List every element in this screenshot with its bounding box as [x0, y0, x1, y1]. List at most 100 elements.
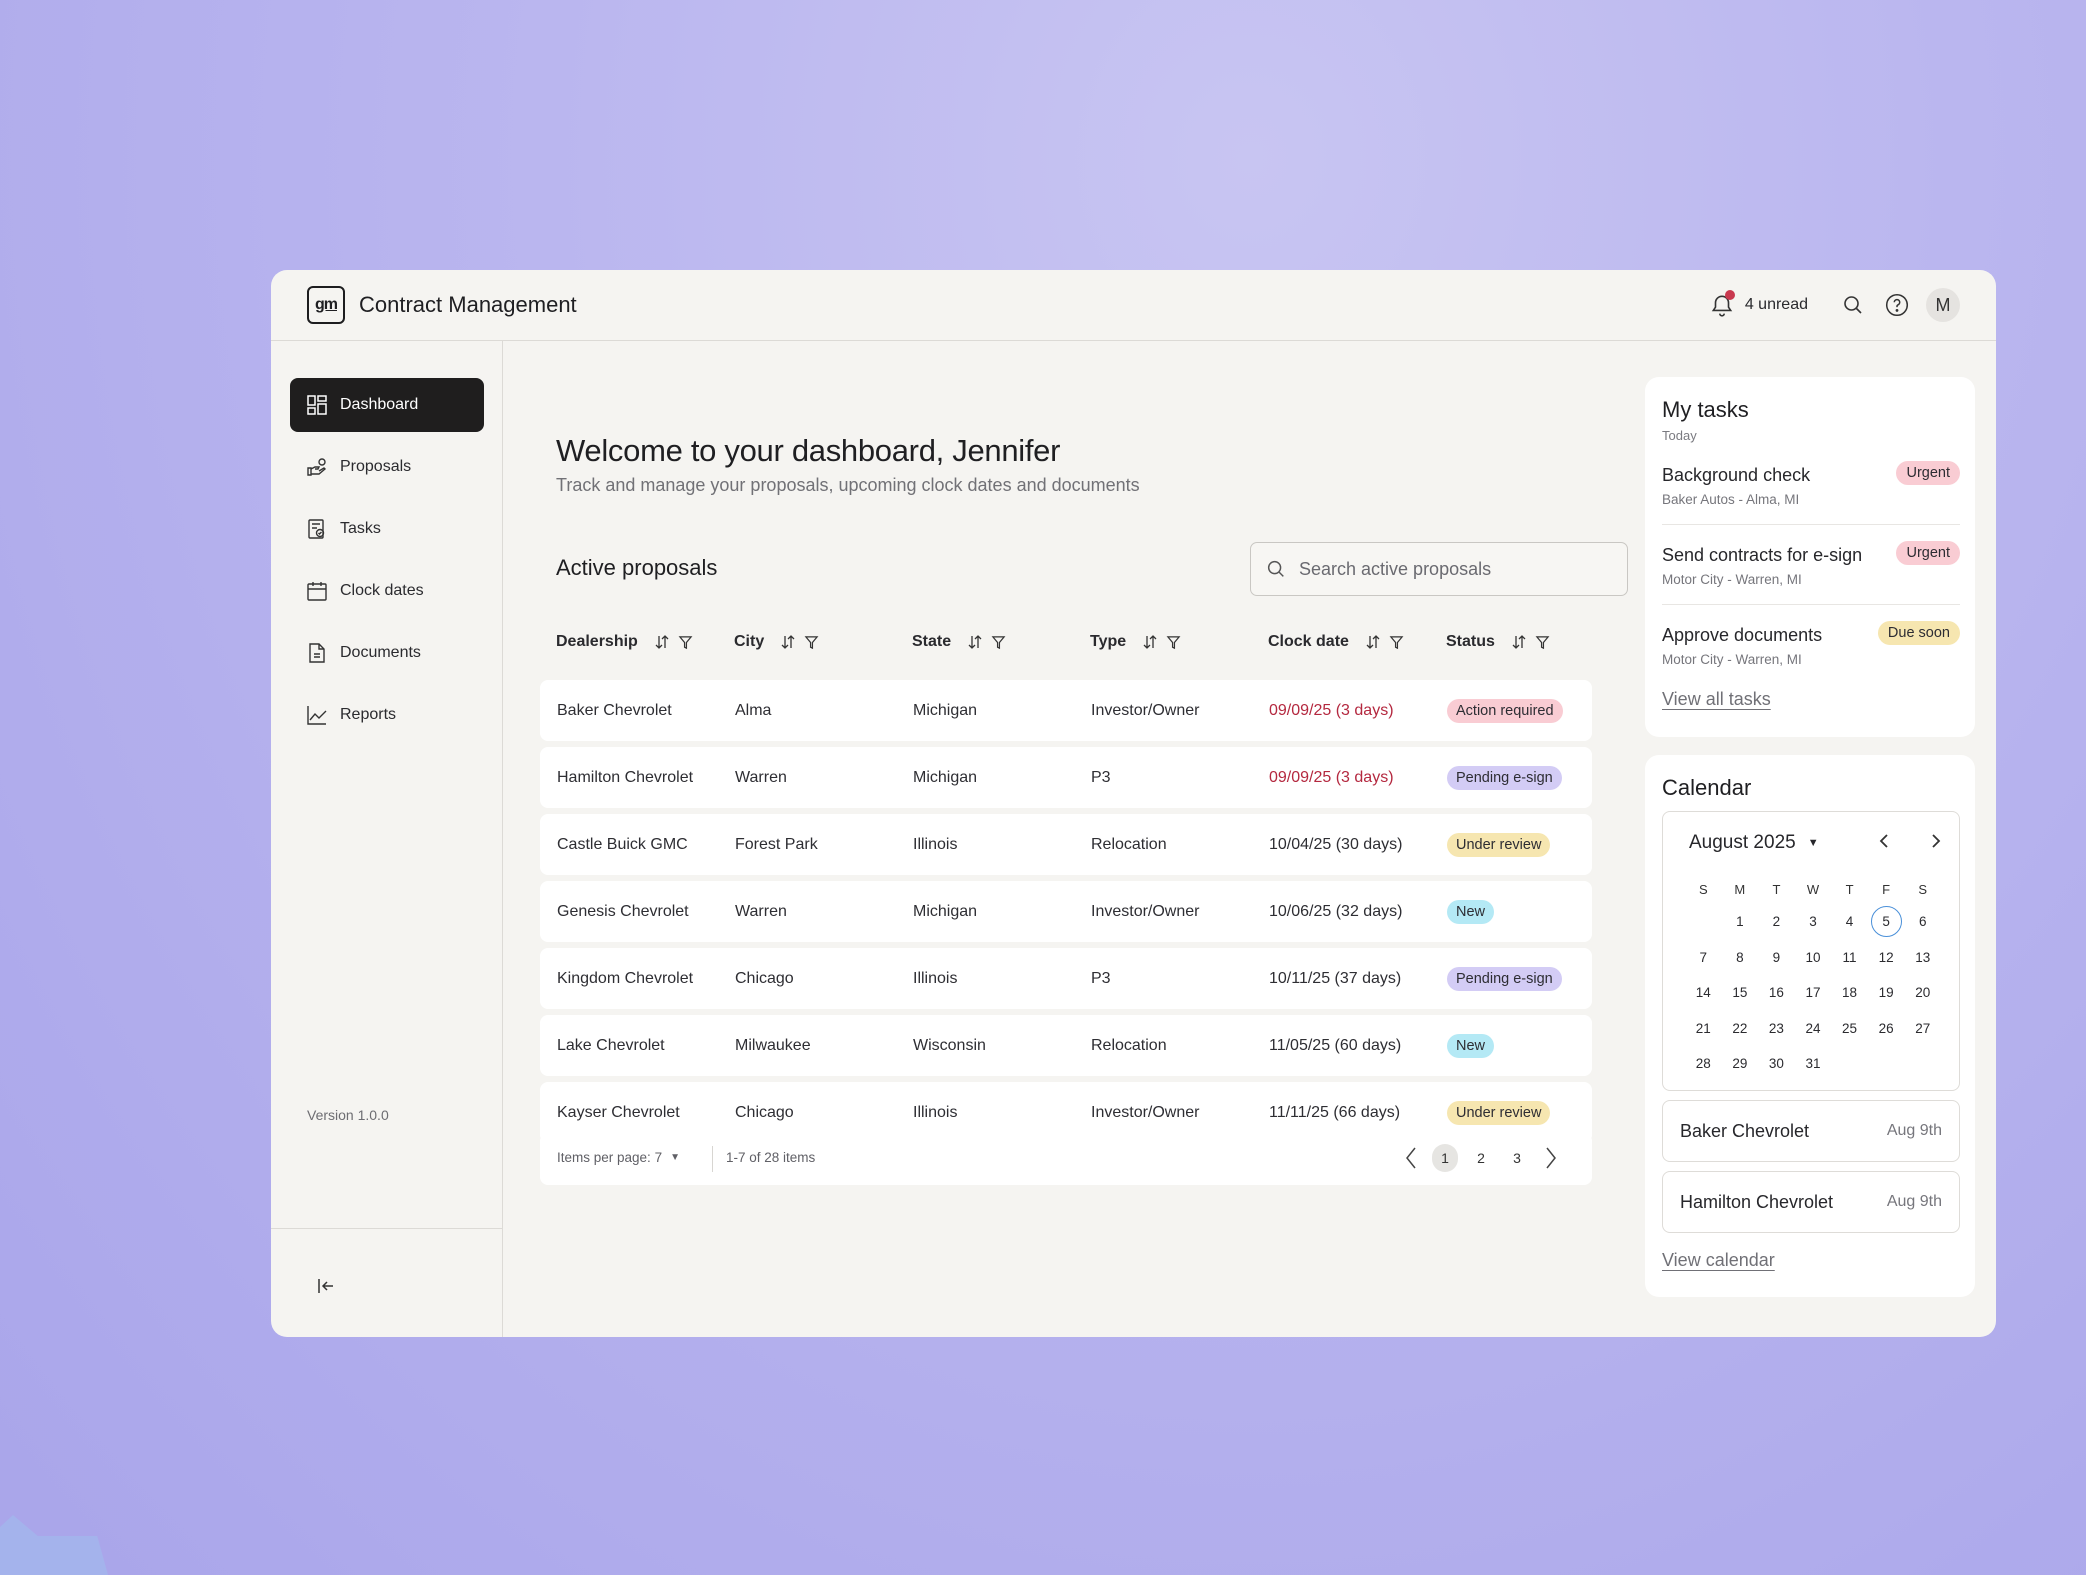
task-item[interactable]: Background check Baker Autos - Alma, MI …: [1662, 461, 1960, 507]
table-row[interactable]: Baker Chevrolet Alma Michigan Investor/O…: [540, 680, 1592, 741]
filter-icon[interactable]: [1535, 635, 1550, 650]
sidebar-item-proposals[interactable]: Proposals: [290, 440, 484, 494]
column-header-clock-date[interactable]: Clock date: [1268, 633, 1404, 651]
calendar-day[interactable]: 24: [1805, 1020, 1821, 1036]
cell-type: Investor/Owner: [1091, 902, 1200, 920]
calendar-day[interactable]: 8: [1736, 949, 1744, 965]
calendar-day[interactable]: 26: [1878, 1020, 1894, 1036]
column-header-state[interactable]: State: [912, 633, 1006, 651]
proposals-icon: [307, 458, 327, 476]
view-calendar-link[interactable]: View calendar: [1662, 1250, 1775, 1270]
calendar-day[interactable]: 31: [1805, 1056, 1821, 1072]
table-row[interactable]: Hamilton Chevrolet Warren Michigan P3 09…: [540, 747, 1592, 808]
filter-icon[interactable]: [991, 635, 1006, 650]
calendar-day[interactable]: 12: [1878, 949, 1894, 965]
sort-icon[interactable]: [967, 634, 983, 650]
cell-clock-date: 11/05/25 (60 days): [1269, 1036, 1402, 1054]
sidebar-item-tasks[interactable]: Tasks: [290, 502, 484, 556]
table-row[interactable]: Genesis Chevrolet Warren Michigan Invest…: [540, 881, 1592, 942]
month-select[interactable]: August 2025 ▼: [1689, 832, 1819, 853]
sort-icon[interactable]: [780, 634, 796, 650]
sidebar-item-label: Clock dates: [340, 582, 424, 599]
table-row[interactable]: Kayser Chevrolet Chicago Illinois Invest…: [540, 1082, 1592, 1143]
calendar-day-today[interactable]: 5: [1868, 904, 1905, 940]
weekday-header: T: [1845, 881, 1854, 897]
sidebar-item-clock-dates[interactable]: Clock dates: [290, 564, 484, 618]
calendar-day[interactable]: 3: [1809, 914, 1817, 930]
calendar-day[interactable]: 19: [1878, 985, 1894, 1001]
calendar-title: Calendar: [1662, 775, 1752, 800]
task-item[interactable]: Approve documents Motor City - Warren, M…: [1662, 621, 1960, 667]
sidebar-item-label: Tasks: [340, 520, 381, 537]
search-proposals-field[interactable]: [1250, 542, 1628, 596]
column-header-dealership[interactable]: Dealership: [556, 633, 693, 651]
filter-icon[interactable]: [1166, 635, 1181, 650]
view-all-tasks-link[interactable]: View all tasks: [1662, 689, 1771, 709]
calendar-day[interactable]: 10: [1805, 949, 1821, 965]
calendar-day[interactable]: 6: [1918, 914, 1927, 930]
sort-icon[interactable]: [1365, 634, 1381, 650]
calendar-day[interactable]: 25: [1842, 1020, 1858, 1036]
column-header-type[interactable]: Type: [1090, 633, 1181, 651]
sort-icon[interactable]: [654, 634, 670, 650]
calendar-day[interactable]: 28: [1695, 1056, 1711, 1072]
column-header-status[interactable]: Status: [1446, 633, 1550, 651]
table-row[interactable]: Castle Buick GMC Forest Park Illinois Re…: [540, 814, 1592, 875]
cell-type: Relocation: [1091, 1036, 1167, 1054]
calendar-day[interactable]: 27: [1915, 1020, 1931, 1036]
table-row[interactable]: Kingdom Chevrolet Chicago Illinois P3 10…: [540, 948, 1592, 1009]
calendar-day[interactable]: 17: [1805, 985, 1821, 1001]
calendar-day[interactable]: 11: [1842, 949, 1857, 965]
next-month-button[interactable]: [1929, 832, 1943, 855]
calendar-day[interactable]: 16: [1768, 985, 1784, 1001]
calendar-day[interactable]: 14: [1695, 985, 1711, 1001]
items-per-page-select[interactable]: Items per page: 7 ▼: [557, 1150, 680, 1165]
calendar-day[interactable]: 1: [1736, 914, 1744, 930]
sidebar-item-dashboard[interactable]: Dashboard: [290, 378, 484, 432]
filter-icon[interactable]: [804, 635, 819, 650]
search-proposals-input[interactable]: [1299, 558, 1599, 580]
filter-icon[interactable]: [678, 635, 693, 650]
task-item[interactable]: Send contracts for e-sign Motor City - W…: [1662, 541, 1960, 587]
calendar-day[interactable]: 2: [1772, 914, 1781, 930]
sidebar-item-documents[interactable]: Documents: [290, 626, 484, 680]
calendar-day[interactable]: 4: [1845, 914, 1854, 930]
table-row[interactable]: Lake Chevrolet Milwaukee Wisconsin Reloc…: [540, 1015, 1592, 1076]
page-button-2[interactable]: 2: [1477, 1150, 1485, 1166]
search-button[interactable]: [1838, 290, 1868, 320]
sort-icon[interactable]: [1142, 634, 1158, 650]
calendar-event[interactable]: Baker Chevrolet Aug 9th: [1662, 1100, 1960, 1162]
next-page-button[interactable]: [1540, 1144, 1562, 1172]
calendar-day[interactable]: 15: [1732, 985, 1748, 1001]
calendar-day[interactable]: 21: [1695, 1020, 1711, 1036]
status-badge: Pending e-sign: [1447, 765, 1562, 790]
collapse-sidebar-button[interactable]: [315, 1275, 339, 1299]
cell-clock-date: 09/09/25 (3 days): [1269, 701, 1394, 719]
calendar-day[interactable]: 30: [1768, 1056, 1784, 1072]
help-button[interactable]: [1882, 290, 1912, 320]
status-badge: New: [1447, 1033, 1495, 1058]
calendar-day[interactable]: 22: [1732, 1020, 1748, 1036]
calendar-day[interactable]: 9: [1772, 949, 1781, 965]
calendar-day[interactable]: 20: [1915, 985, 1931, 1001]
column-header-city[interactable]: City: [734, 633, 819, 651]
sidebar-item-reports[interactable]: Reports: [290, 688, 484, 742]
task-divider: [1662, 524, 1960, 525]
unread-count[interactable]: 4 unread: [1744, 296, 1808, 313]
sort-icon[interactable]: [1511, 634, 1527, 650]
previous-month-button[interactable]: [1877, 832, 1891, 855]
calendar-event[interactable]: Hamilton Chevrolet Aug 9th: [1662, 1171, 1960, 1233]
calendar-day[interactable]: 7: [1699, 949, 1708, 965]
calendar-day[interactable]: 23: [1768, 1020, 1784, 1036]
calendar-day[interactable]: 13: [1915, 949, 1931, 965]
cell-state: Michigan: [913, 701, 978, 719]
user-avatar[interactable]: M: [1926, 288, 1960, 322]
calendar-icon: [307, 582, 327, 601]
calendar-day[interactable]: 18: [1842, 985, 1858, 1001]
notifications-bell-icon[interactable]: [1709, 290, 1735, 318]
calendar-day[interactable]: 29: [1732, 1056, 1748, 1072]
previous-page-button[interactable]: [1400, 1144, 1422, 1172]
page-button-3[interactable]: 3: [1513, 1150, 1521, 1166]
filter-icon[interactable]: [1389, 635, 1404, 650]
page-button-1[interactable]: 1: [1432, 1144, 1458, 1172]
